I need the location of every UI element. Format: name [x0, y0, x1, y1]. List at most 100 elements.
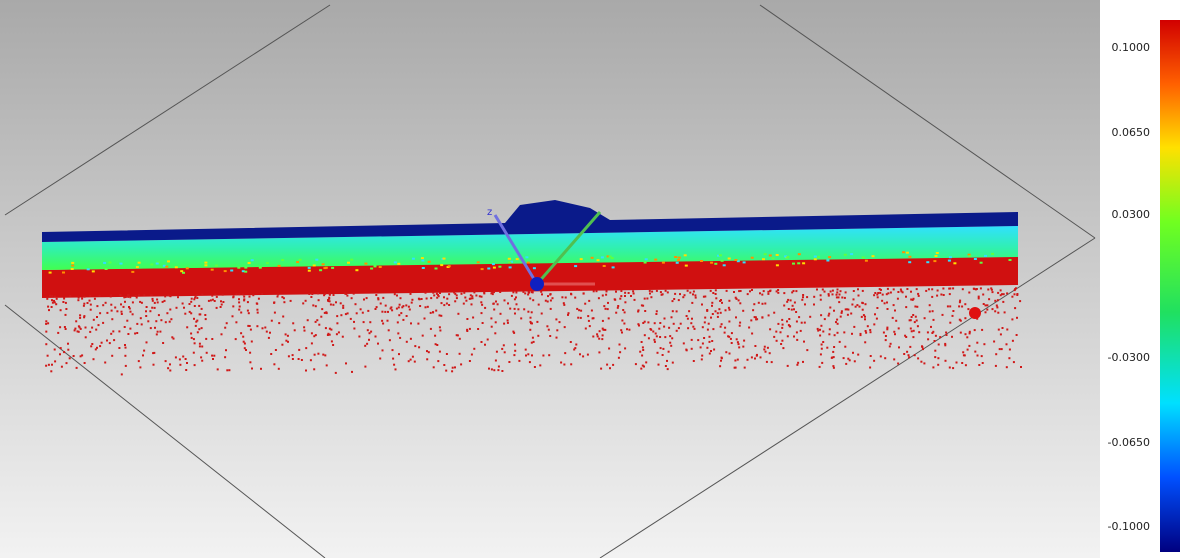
point	[104, 362, 106, 364]
point	[205, 338, 207, 340]
point	[139, 301, 141, 303]
point	[619, 351, 621, 353]
point	[152, 298, 154, 300]
point	[330, 329, 332, 331]
point	[77, 299, 79, 301]
point	[940, 294, 942, 296]
point	[775, 331, 777, 333]
point	[869, 329, 871, 331]
point	[844, 254, 847, 256]
point	[388, 329, 390, 331]
point	[880, 289, 882, 291]
point	[735, 367, 737, 369]
point	[325, 267, 328, 269]
point	[952, 287, 954, 289]
point	[83, 315, 85, 317]
point	[700, 346, 702, 348]
point	[828, 313, 830, 315]
point	[809, 316, 811, 318]
point	[294, 329, 296, 331]
point	[62, 272, 65, 274]
point	[607, 302, 609, 304]
point	[469, 360, 471, 362]
point	[240, 312, 242, 314]
point	[786, 301, 788, 303]
point	[102, 304, 104, 306]
point	[129, 328, 131, 330]
point	[645, 361, 647, 363]
point	[735, 316, 737, 318]
point	[894, 333, 896, 335]
point	[992, 308, 994, 310]
point	[495, 321, 497, 323]
point	[481, 341, 483, 343]
point	[792, 305, 794, 307]
point	[796, 331, 798, 333]
point	[435, 268, 438, 270]
point	[340, 314, 342, 316]
point	[210, 299, 212, 301]
point	[106, 340, 108, 342]
point	[170, 318, 172, 320]
point	[199, 345, 201, 347]
point	[463, 303, 465, 305]
point	[169, 363, 171, 365]
point	[937, 357, 939, 359]
point	[591, 257, 594, 259]
point	[956, 362, 958, 364]
point	[244, 267, 247, 269]
point	[798, 316, 800, 318]
point	[59, 326, 61, 328]
point	[358, 336, 360, 338]
point	[832, 290, 834, 292]
point	[889, 345, 891, 347]
point	[703, 337, 705, 339]
point	[56, 298, 58, 300]
point	[773, 312, 775, 314]
point	[345, 293, 347, 295]
point	[640, 368, 642, 370]
point	[862, 290, 864, 292]
point	[747, 293, 749, 295]
point	[548, 354, 550, 356]
point	[721, 357, 723, 359]
point	[261, 293, 263, 295]
point	[480, 301, 482, 303]
point	[968, 255, 971, 257]
point	[736, 338, 738, 340]
point	[560, 362, 562, 364]
point	[469, 328, 471, 330]
point	[720, 299, 722, 301]
point	[441, 302, 443, 304]
point	[733, 291, 735, 293]
point	[1014, 307, 1016, 309]
point	[977, 355, 979, 357]
point	[101, 342, 103, 344]
point	[803, 341, 805, 343]
point	[232, 305, 234, 307]
point	[120, 303, 122, 305]
point	[1020, 366, 1022, 368]
point	[459, 338, 461, 340]
point	[110, 304, 112, 306]
point	[242, 293, 244, 295]
point	[266, 331, 268, 333]
point	[236, 293, 238, 295]
point	[224, 270, 227, 272]
point	[249, 296, 251, 298]
point	[880, 355, 882, 357]
point	[985, 304, 987, 306]
point	[767, 293, 769, 295]
point	[164, 300, 166, 302]
point	[157, 301, 159, 303]
point	[762, 258, 765, 260]
point	[737, 359, 739, 361]
point	[781, 340, 783, 342]
point	[890, 343, 892, 345]
point	[248, 312, 250, 314]
point	[846, 308, 848, 310]
point	[687, 318, 689, 320]
point	[806, 349, 808, 351]
point	[906, 252, 909, 254]
point	[125, 296, 127, 298]
